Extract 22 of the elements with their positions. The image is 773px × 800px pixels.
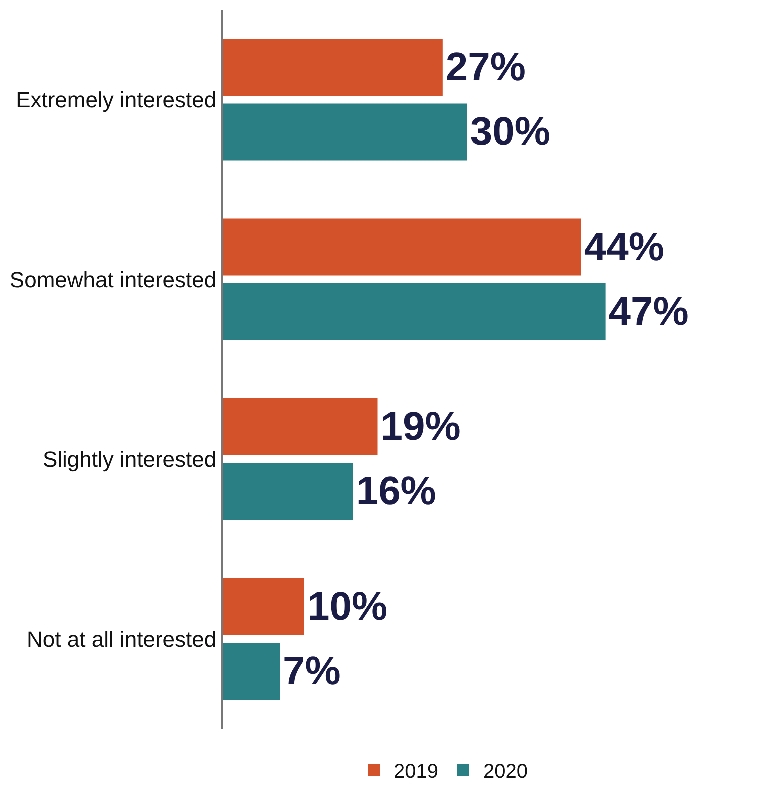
data-label: 19%: [380, 405, 461, 450]
bar: [223, 218, 582, 276]
data-label: 10%: [307, 584, 388, 629]
bar: [223, 398, 378, 456]
bar: [223, 39, 443, 96]
data-label: 30%: [470, 110, 550, 154]
y-tick-label: Slightly interested: [42, 447, 217, 472]
y-tick-label: Not at all interested: [27, 626, 217, 652]
data-label: 27%: [446, 46, 526, 90]
legend-label: 2020: [484, 760, 528, 783]
bar: [223, 578, 304, 636]
bar: [223, 284, 606, 340]
bar: [223, 104, 468, 161]
y-tick-label: Extremely interested: [16, 88, 217, 113]
data-label: 16%: [356, 470, 436, 514]
y-tick-label: Somewhat interested: [10, 267, 217, 292]
bar: [223, 643, 280, 700]
bar: [223, 463, 354, 520]
data-label: 44%: [584, 225, 664, 270]
data-label: 47%: [608, 290, 689, 334]
legend-label: 2019: [394, 760, 438, 783]
data-label: 7%: [283, 649, 341, 694]
